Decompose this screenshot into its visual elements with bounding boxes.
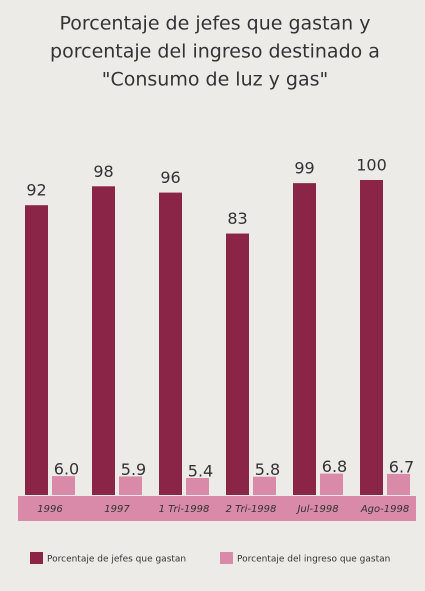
bar	[226, 233, 249, 496]
bar	[360, 180, 383, 495]
bar	[119, 476, 142, 495]
value-label: 5.4	[188, 461, 213, 480]
legend-swatch	[220, 552, 233, 564]
bar	[387, 473, 410, 495]
value-label: 92	[26, 181, 46, 200]
bar	[253, 476, 276, 495]
value-label: 5.8	[255, 460, 280, 479]
value-label: 6.0	[54, 460, 79, 479]
value-label: 5.9	[121, 460, 146, 479]
bar	[186, 477, 209, 495]
chart-title-line: "Consumo de luz y gas"	[102, 69, 329, 91]
value-label: 83	[227, 209, 247, 228]
value-label: 98	[93, 162, 113, 181]
bar	[52, 476, 75, 495]
value-label: 96	[160, 168, 180, 187]
value-label: 6.8	[322, 457, 347, 476]
x-tick-label: Jul-1998	[295, 504, 338, 515]
x-tick-label: 1997	[104, 504, 130, 515]
x-tick-label: 1 Tri-1998	[159, 504, 210, 515]
x-tick-label: 1996	[37, 504, 62, 515]
value-label: 100	[356, 156, 387, 175]
bar	[92, 186, 115, 496]
bar	[320, 473, 343, 495]
bar	[293, 183, 316, 495]
chart-title-line: Porcentaje de jefes que gastan y	[59, 13, 370, 35]
legend-label: Porcentaje de jefes que gastan	[47, 555, 186, 565]
bar	[159, 192, 182, 495]
bar	[25, 205, 48, 495]
category-strip	[18, 496, 416, 521]
chart-title-line: porcentaje del ingreso destinado a	[50, 41, 380, 63]
value-label: 6.7	[389, 457, 414, 476]
legend-swatch	[30, 552, 43, 564]
x-tick-label: 2 Tri-1998	[226, 504, 277, 515]
value-label: 99	[294, 159, 314, 178]
legend-label: Porcentaje del ingreso que gastan	[237, 555, 390, 565]
x-tick-label: Ago-1998	[360, 504, 409, 515]
